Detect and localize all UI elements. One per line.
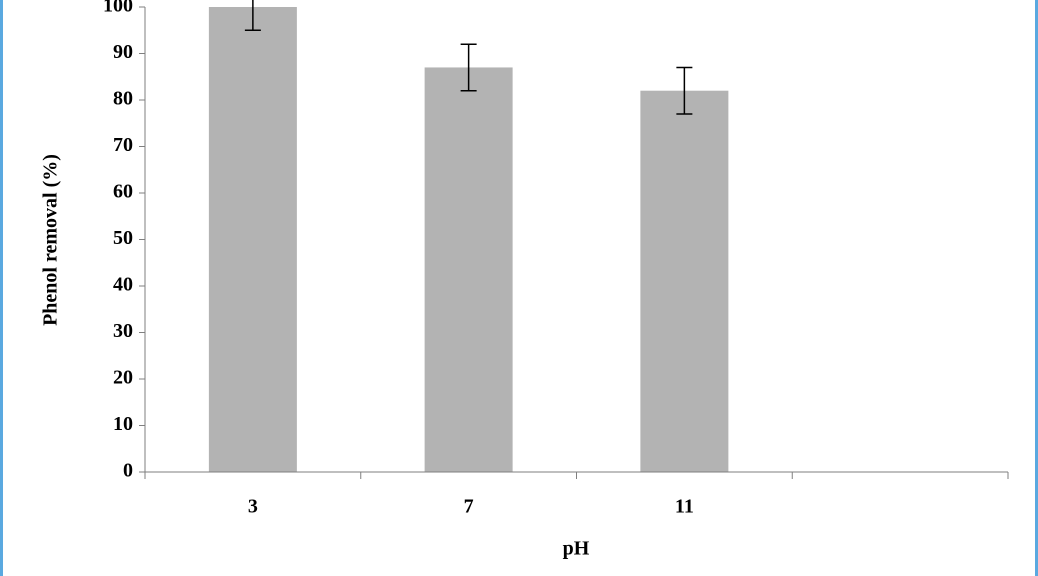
y-tick-label: 30 <box>113 320 133 342</box>
y-tick-label: 50 <box>113 227 133 249</box>
y-axis-title: Phenol removal (%) <box>40 154 62 326</box>
y-tick-label: 10 <box>113 413 133 435</box>
y-tick-label: 100 <box>103 0 133 17</box>
bar <box>208 7 297 472</box>
bar <box>424 67 513 472</box>
error-bar <box>460 43 477 92</box>
x-axis-title: pH <box>563 538 590 560</box>
y-tick-label: 90 <box>113 41 133 63</box>
y-tick-label: 70 <box>113 134 133 156</box>
bar <box>640 90 729 472</box>
x-tick-label: 7 <box>464 496 474 518</box>
x-tick-label: 11 <box>675 496 694 518</box>
y-tick-label: 80 <box>113 88 133 110</box>
y-tick-label: 0 <box>123 460 133 482</box>
y-tick-label: 20 <box>113 367 133 389</box>
y-tick-label: 60 <box>113 181 133 203</box>
x-tick-label: 3 <box>248 496 258 518</box>
error-bar <box>244 0 261 31</box>
error-bar <box>676 66 693 115</box>
y-tick-label: 40 <box>113 274 133 296</box>
